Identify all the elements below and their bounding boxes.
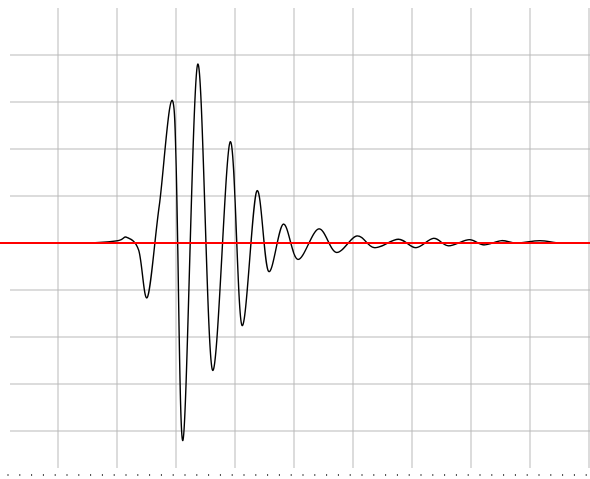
grid [10, 8, 590, 468]
minor-ticks [7, 474, 587, 476]
series-group [0, 63, 590, 442]
